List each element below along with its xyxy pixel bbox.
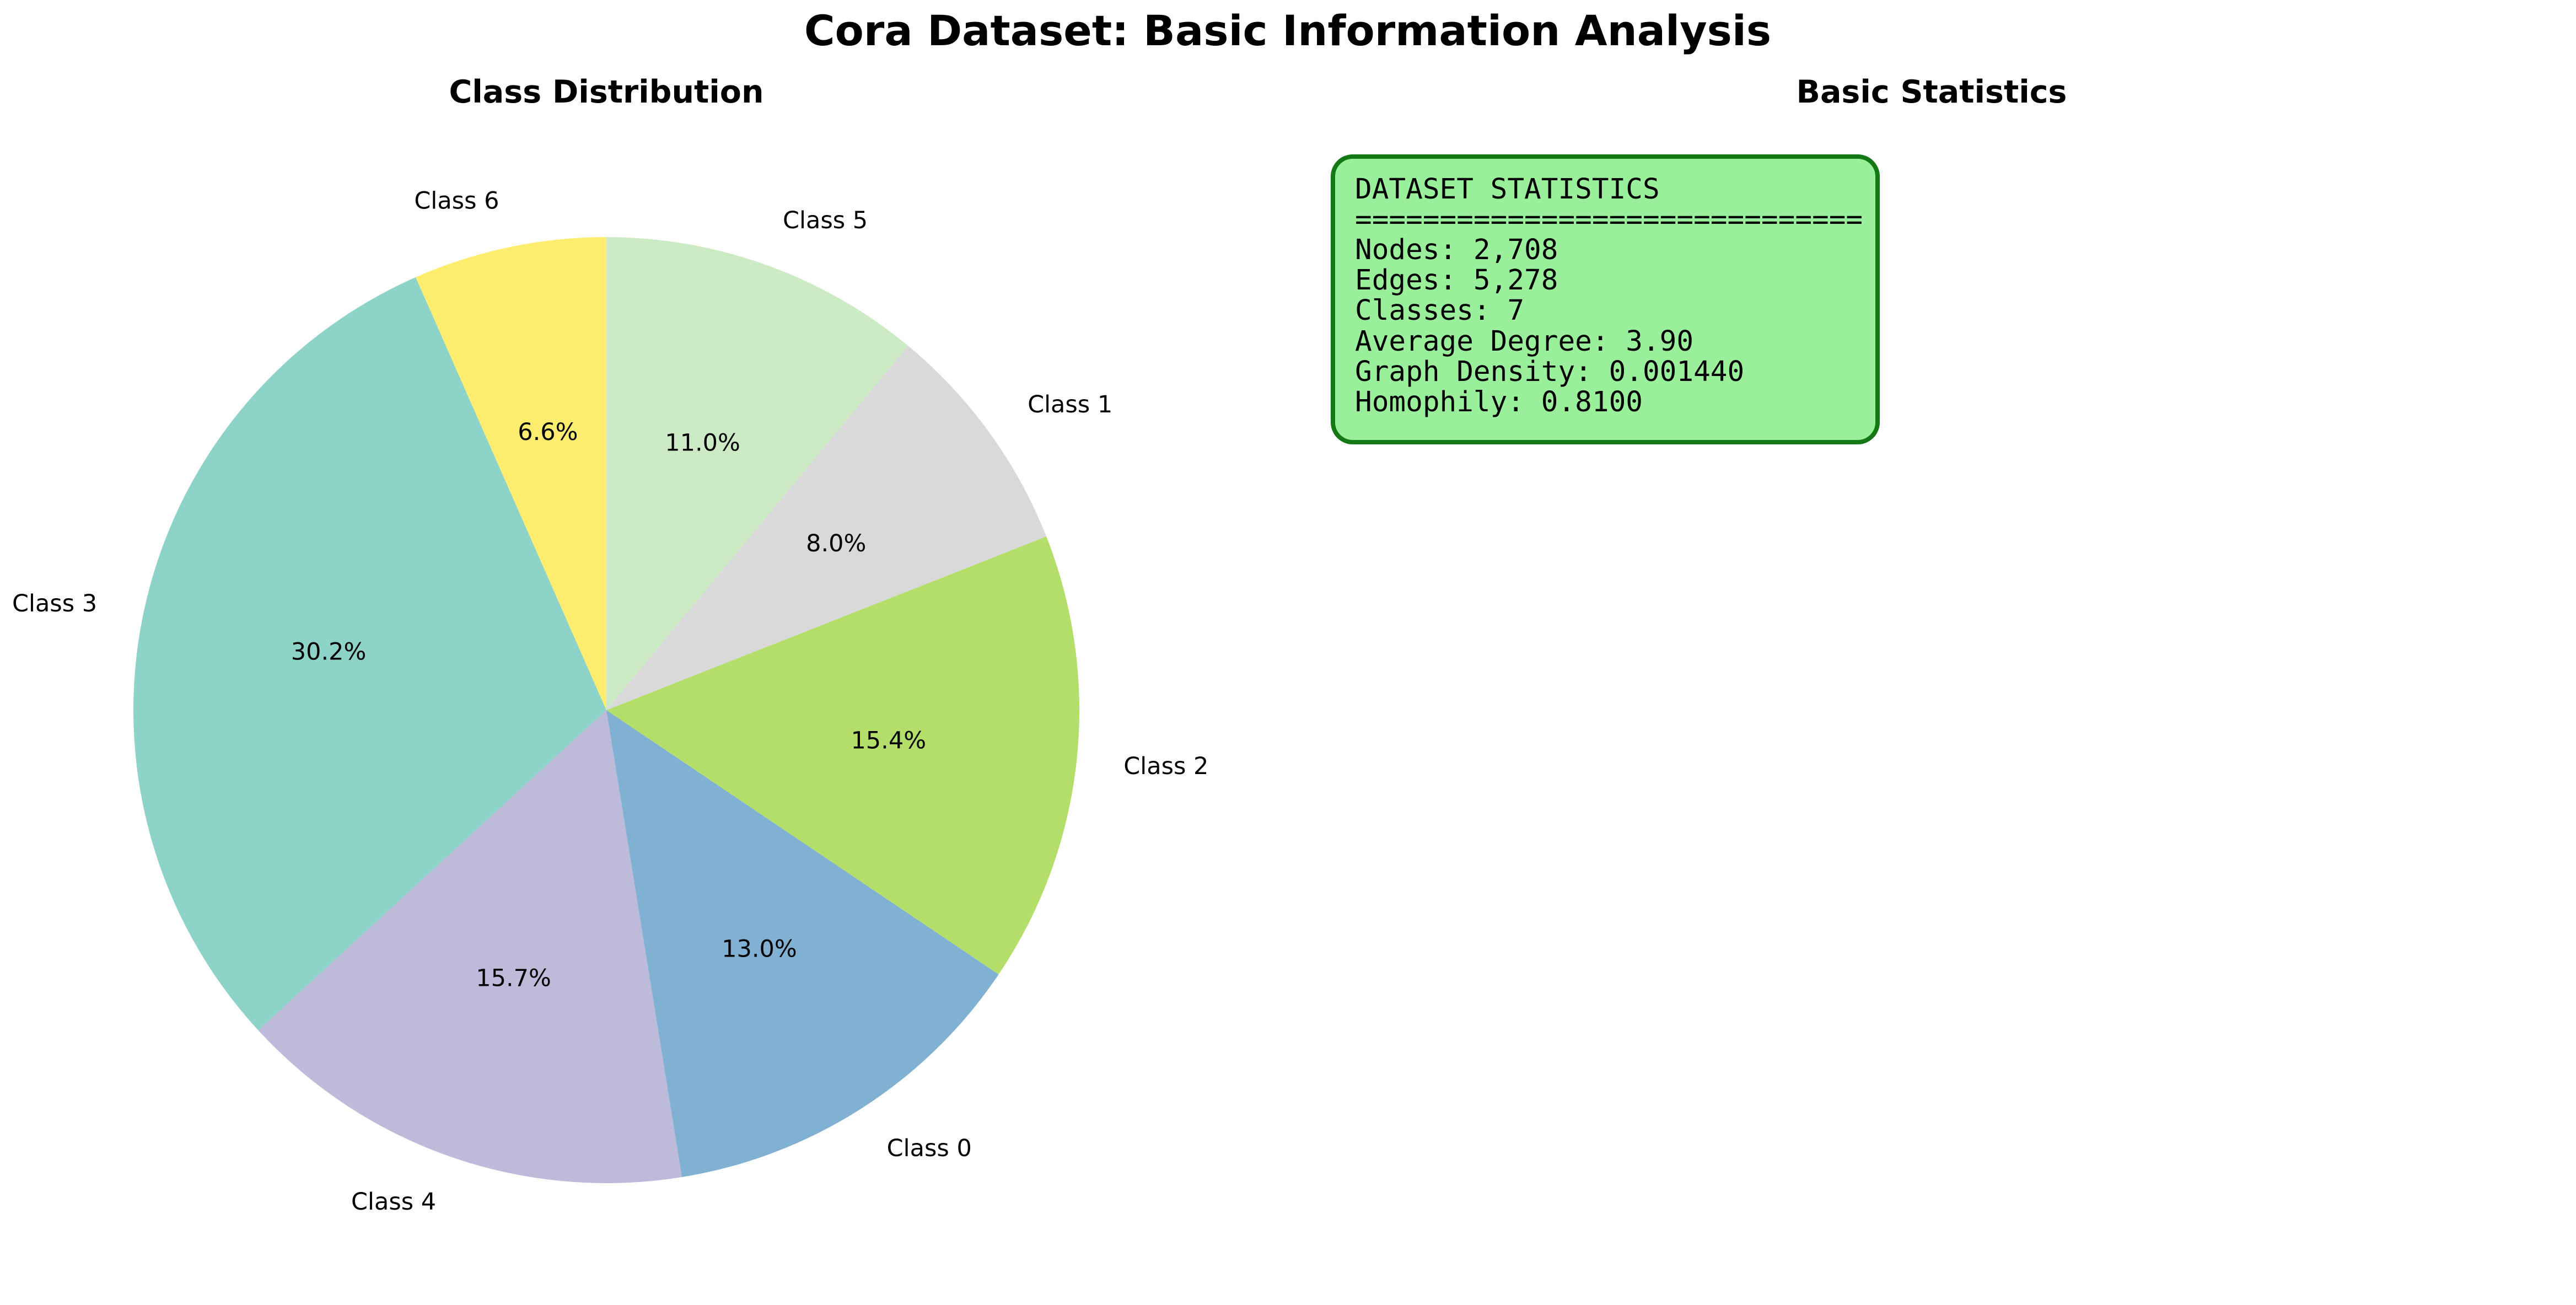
- stats-line: ==============================: [1355, 203, 1863, 236]
- pie-slice-class-3: [133, 277, 607, 1030]
- pie-slice-label: Class 2: [1123, 753, 1208, 780]
- pie-slice-class-1: [606, 346, 1047, 710]
- pie-chart-title: Class Distribution: [449, 74, 763, 110]
- stats-line: DATASET STATISTICS: [1355, 173, 1660, 206]
- pie-slice-class-4: [258, 710, 682, 1183]
- stats-panel-title: Basic Statistics: [1797, 74, 2067, 110]
- pie-slices: [133, 237, 1079, 1183]
- stats-box: [1331, 154, 1880, 444]
- pie-slice-class-6: [415, 237, 606, 710]
- pie-slice-percent-label: 30.2%: [291, 638, 367, 666]
- pie-slice-percent-label: 15.4%: [851, 727, 926, 755]
- pie-chart: Class Distribution 6.6% Class 6 30.2% Class…: [12, 74, 1208, 1216]
- pie-slice-percent-label: 13.0%: [722, 936, 797, 963]
- stats-line: Nodes: 2,708: [1355, 234, 1558, 266]
- stats-line: Edges: 5,278: [1355, 264, 1558, 297]
- figure-title: Cora Dataset: Basic Information Analysis: [804, 6, 1771, 55]
- stats-line: Classes: 7: [1355, 294, 1524, 327]
- pie-labels: 6.6% Class 6 30.2% Class 3 15.7% Class 4 13.0%…: [12, 187, 1208, 1215]
- pie-slice-label: Class 4: [351, 1188, 436, 1216]
- pie-slice-class-5: [606, 237, 908, 710]
- pie-slice-class-0: [606, 710, 999, 1177]
- pie-slice-percent-label: 11.0%: [665, 429, 740, 457]
- pie-slice-percent-label: 15.7%: [476, 964, 551, 992]
- pie-slice-percent-label: 6.6%: [518, 418, 578, 446]
- stats-line: Graph Density: 0.001440: [1355, 356, 1744, 388]
- pie-slice-label: Class 1: [1028, 391, 1112, 418]
- stats-line: Homophily: 0.8100: [1355, 386, 1643, 418]
- pie-slice-label: Class 0: [887, 1135, 972, 1162]
- pie-slice-label: Class 6: [414, 187, 499, 214]
- pie-slice-label: Class 3: [12, 590, 97, 617]
- stats-panel: Basic Statistics DATASET STATISTICS ====…: [1331, 74, 2067, 444]
- pie-slice-label: Class 5: [783, 207, 868, 234]
- pie-slice-class-2: [606, 536, 1079, 975]
- pie-slice-percent-label: 8.0%: [806, 530, 866, 557]
- stats-lines: DATASET STATISTICS =====================…: [1355, 173, 1863, 418]
- stats-line: Average Degree: 3.90: [1355, 325, 1693, 358]
